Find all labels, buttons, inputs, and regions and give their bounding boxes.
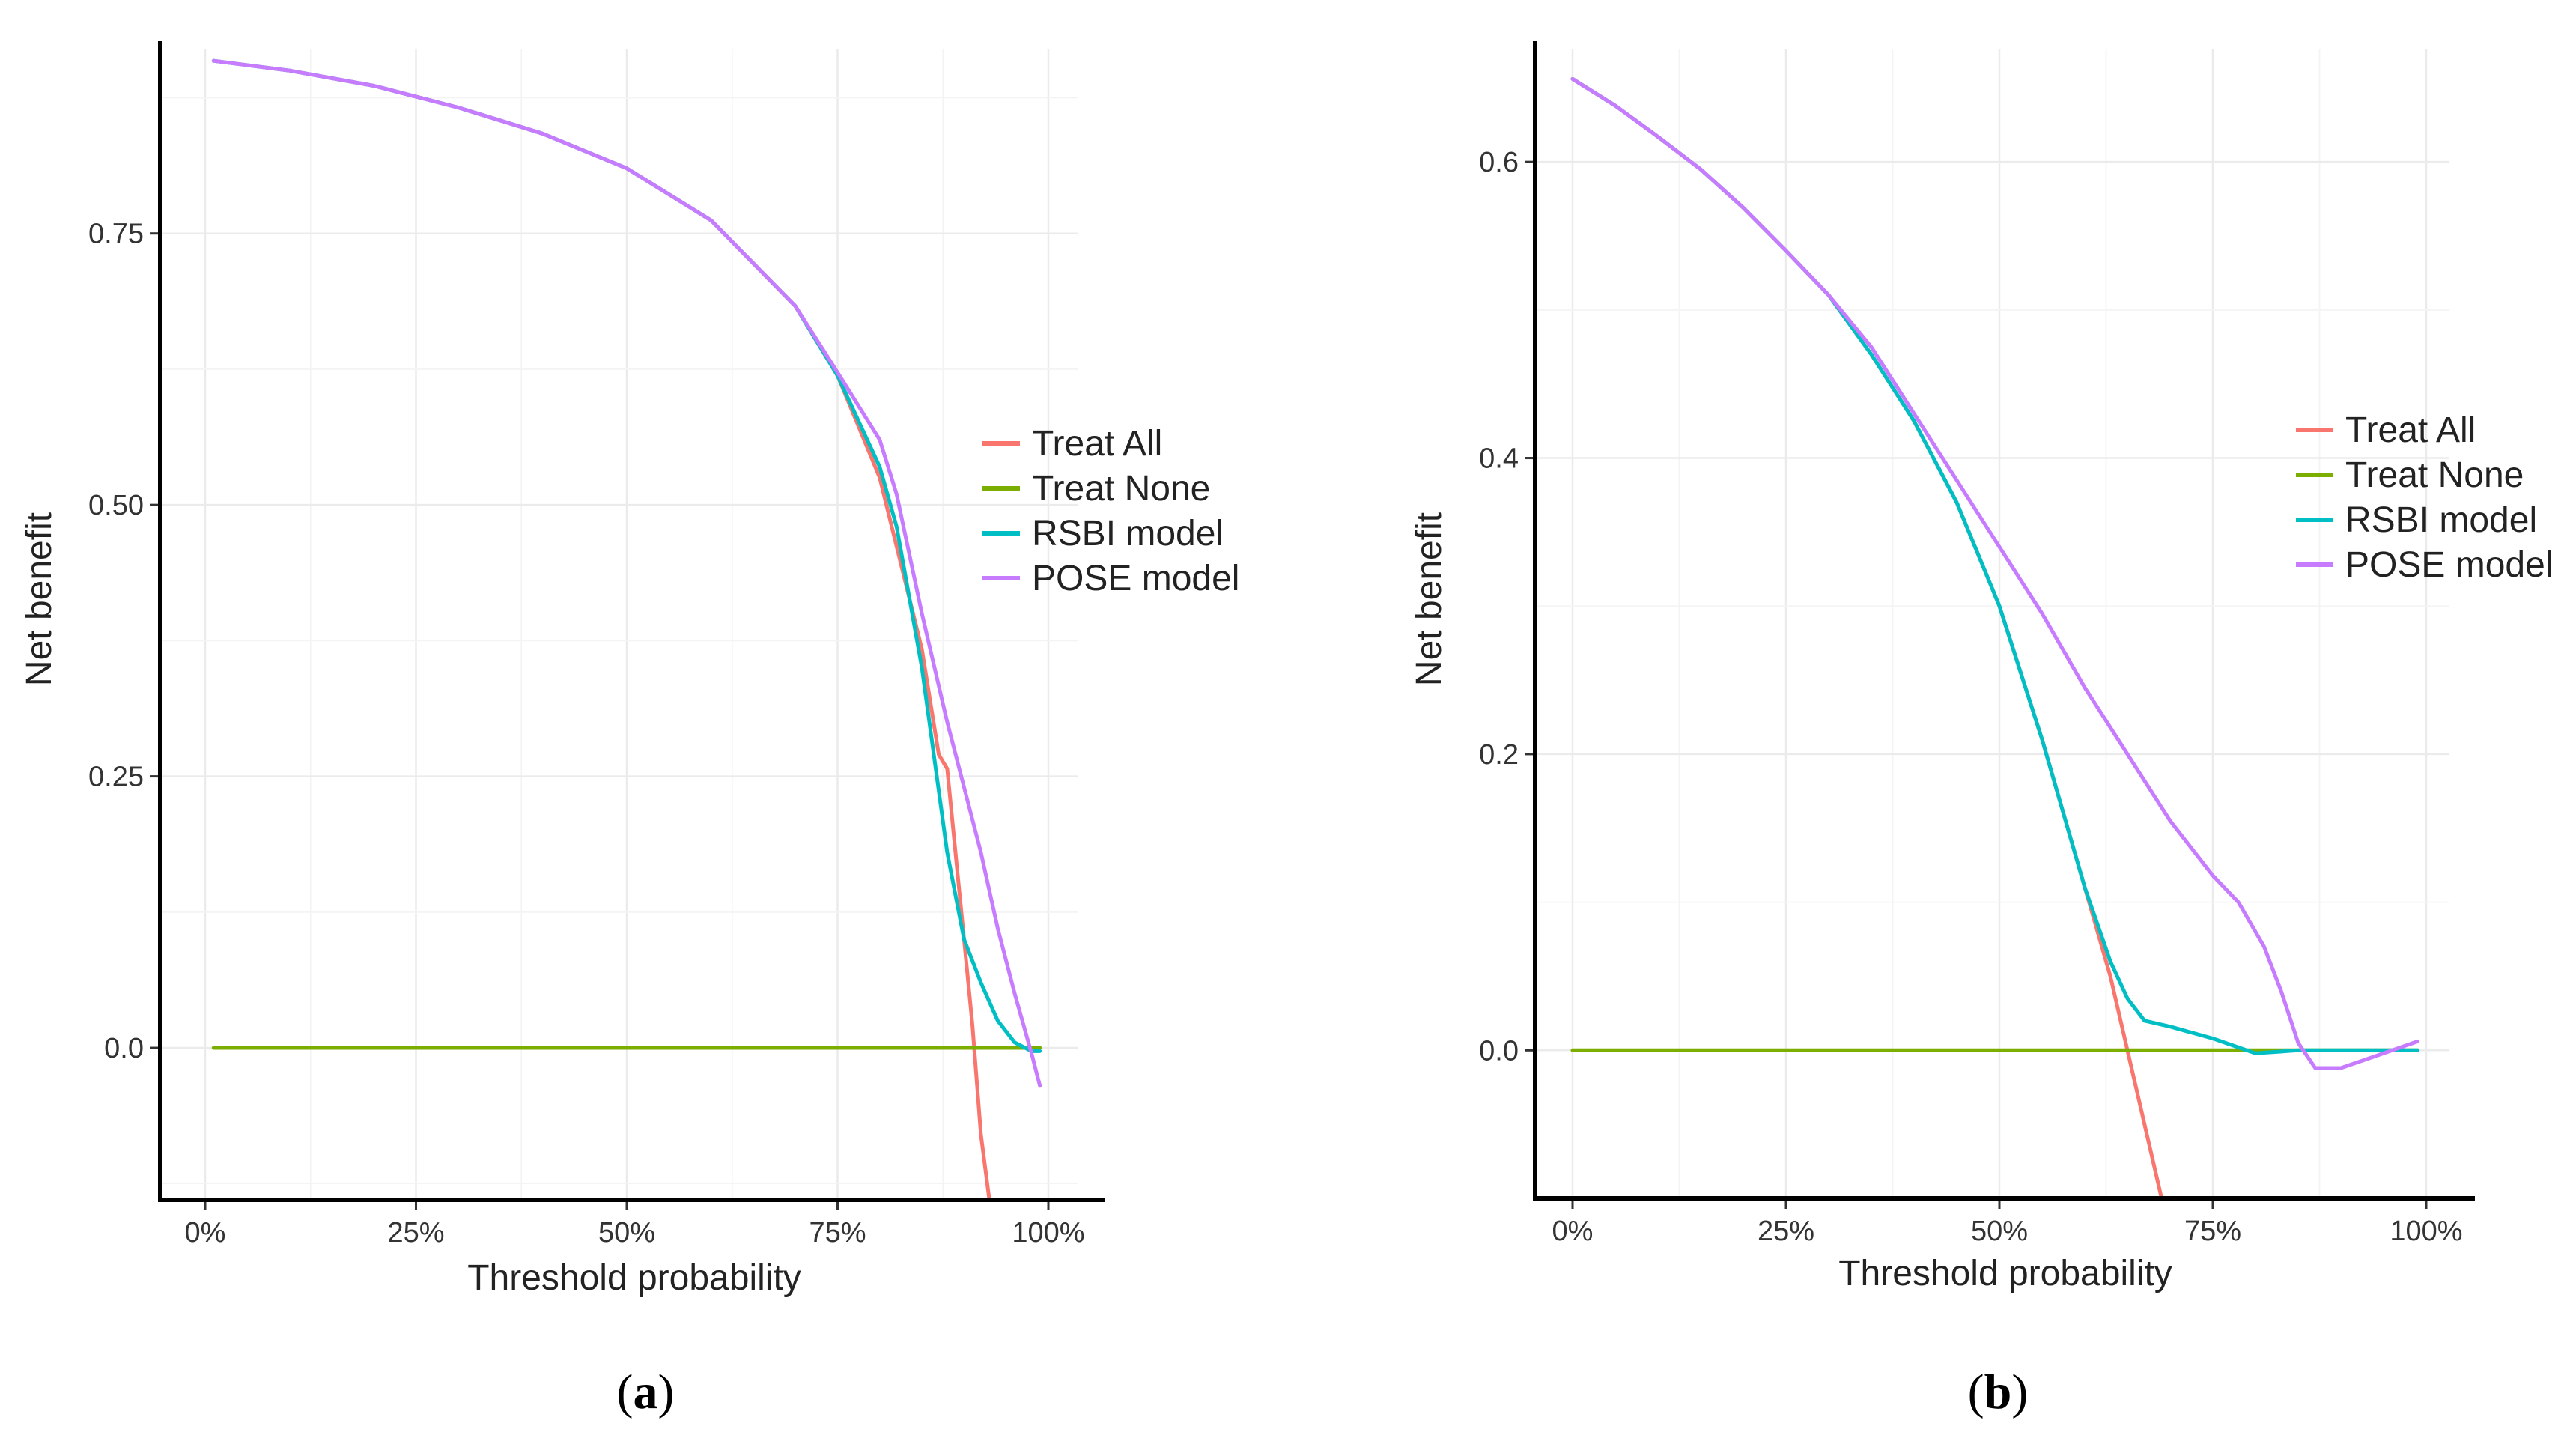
series-line-treat-all bbox=[1570, 76, 2164, 1201]
axes bbox=[1533, 41, 2475, 1201]
legend-label-treat-none: Treat None bbox=[2345, 455, 2524, 495]
x-tick-label: 25% bbox=[387, 1217, 444, 1249]
tick-labels: 0% 25% 50% 75% 100% 0.0 0.25 0.50 0.75 bbox=[88, 219, 1085, 1249]
gridlines bbox=[1535, 49, 2449, 1199]
x-tick-label: 100% bbox=[1012, 1217, 1084, 1249]
legend-label-treat-all: Treat All bbox=[1032, 424, 1162, 464]
caption-b: (b) bbox=[1968, 1365, 2029, 1419]
x-tick-label: 25% bbox=[1758, 1216, 1814, 1247]
legend-label-pose-model: POSE model bbox=[2345, 545, 2553, 585]
y-tick-label: 0.2 bbox=[1479, 739, 1519, 771]
y-tick-label: 0.50 bbox=[88, 490, 144, 521]
x-tick-label: 75% bbox=[2184, 1216, 2241, 1247]
chart-panel-b: 0% 25% 50% 75% 100% 0.0 0.2 0.4 0.6 Threshold pr… bbox=[1409, 41, 2553, 1293]
legend-label-pose-model: POSE model bbox=[1032, 559, 1239, 598]
legend: Treat All Treat None RSBI model POSE model bbox=[2296, 410, 2553, 585]
y-tick-label: 0.25 bbox=[88, 762, 144, 793]
x-tick-label: 0% bbox=[1552, 1216, 1594, 1247]
legend-label-treat-all: Treat All bbox=[2345, 410, 2476, 450]
caption-a-letter: a bbox=[634, 1365, 658, 1419]
x-axis-title: Threshold probability bbox=[467, 1258, 801, 1298]
caption-a: (a) bbox=[617, 1365, 675, 1419]
legend-label-rsbi-model: RSBI model bbox=[1032, 514, 1224, 553]
legend-label-treat-none: Treat None bbox=[1032, 469, 1210, 509]
y-tick-label: 0.4 bbox=[1479, 443, 1519, 475]
tick-labels: 0% 25% 50% 75% 100% 0.0 0.2 0.4 0.6 bbox=[1479, 147, 2462, 1247]
legend-label-rsbi-model: RSBI model bbox=[2345, 500, 2537, 540]
series-line-treat-all bbox=[211, 58, 991, 1202]
series-lines bbox=[1570, 76, 2420, 1201]
y-tick-label: 0.6 bbox=[1479, 147, 1519, 178]
series-line-pose-model bbox=[1570, 76, 2420, 1070]
y-axis-title: Net benefit bbox=[19, 512, 59, 686]
y-axis-title: Net benefit bbox=[1409, 512, 1449, 686]
x-tick-label: 50% bbox=[598, 1217, 655, 1249]
y-tick-label: 0.0 bbox=[1479, 1035, 1519, 1067]
x-tick-label: 0% bbox=[185, 1217, 226, 1249]
gridlines bbox=[160, 49, 1078, 1200]
x-tick-label: 100% bbox=[2390, 1216, 2462, 1247]
x-tick-label: 75% bbox=[809, 1217, 866, 1249]
caption-b-letter: b bbox=[1984, 1365, 2012, 1419]
chart-panel-a: 0% 25% 50% 75% 100% 0.0 0.25 0.50 0.75 Threshold… bbox=[19, 41, 1239, 1298]
x-axis-title: Threshold probability bbox=[1838, 1254, 2172, 1293]
y-tick-label: 0.0 bbox=[104, 1033, 144, 1064]
series-line-pose-model bbox=[211, 58, 1042, 1088]
y-tick-label: 0.75 bbox=[88, 219, 144, 250]
axes bbox=[158, 41, 1105, 1202]
series-line-rsbi-model bbox=[1570, 76, 2420, 1055]
series-lines bbox=[211, 58, 1042, 1202]
x-tick-label: 50% bbox=[1971, 1216, 2028, 1247]
legend: Treat All Treat None RSBI model POSE model bbox=[982, 424, 1239, 598]
